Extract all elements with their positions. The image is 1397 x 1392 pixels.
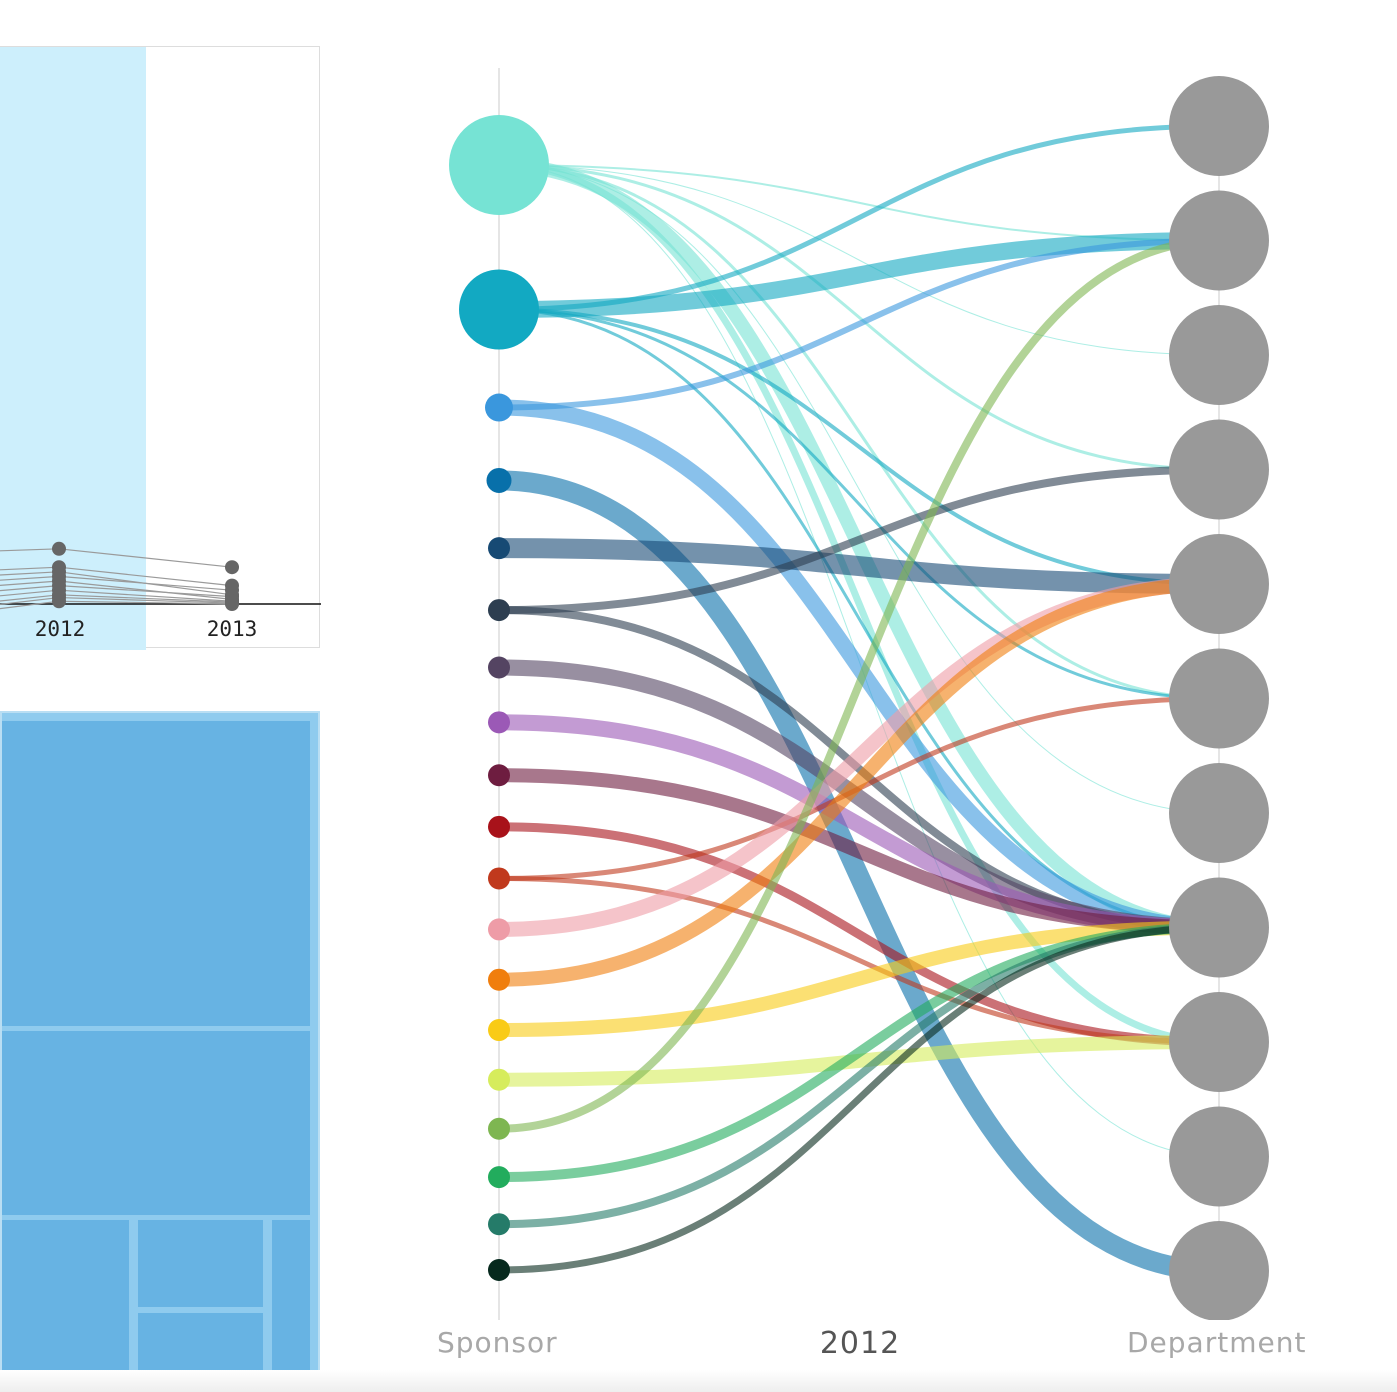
treemap-tile[interactable] xyxy=(2,1220,129,1375)
flow-link xyxy=(498,237,1220,411)
sponsor-axis-label: Sponsor xyxy=(437,1326,558,1359)
series-line xyxy=(58,589,233,602)
line-chart-panel: 2012 2013 xyxy=(0,46,321,650)
data-point-2012 xyxy=(52,594,66,609)
sponsor-node[interactable] xyxy=(488,764,510,787)
department-node[interactable] xyxy=(1169,1221,1269,1320)
series-line-left xyxy=(0,575,60,581)
department-node[interactable] xyxy=(1169,877,1269,978)
flow-link xyxy=(498,577,1220,987)
flow-link xyxy=(498,236,1220,1133)
sponsor-node[interactable] xyxy=(486,467,512,493)
series-line xyxy=(58,585,233,598)
sponsor-node[interactable] xyxy=(449,115,549,215)
series-line xyxy=(58,596,233,604)
series-line-left xyxy=(0,596,60,605)
flow-link xyxy=(498,164,1220,814)
sponsor-node[interactable] xyxy=(488,1213,510,1236)
sponsor-node[interactable] xyxy=(488,918,510,941)
series-line-left xyxy=(0,580,60,586)
treemap-tile[interactable] xyxy=(138,1313,263,1375)
flow-link xyxy=(498,875,1220,1045)
nodes-group xyxy=(449,76,1269,1320)
data-point-2013 xyxy=(225,560,239,575)
sponsor-node[interactable] xyxy=(488,1166,510,1189)
data-point-2012 xyxy=(52,541,66,556)
year-label-2013: 2013 xyxy=(206,617,258,641)
flow-link xyxy=(498,768,1220,935)
flow-link xyxy=(498,164,1220,356)
flow-link xyxy=(498,307,1220,586)
sponsor-node[interactable] xyxy=(488,656,510,679)
department-node[interactable] xyxy=(1169,763,1269,863)
flow-link xyxy=(498,399,1220,936)
links-group xyxy=(498,123,1220,1281)
flow-link xyxy=(498,163,1220,471)
series-line-left xyxy=(0,571,60,576)
flow-link xyxy=(498,158,1220,935)
treemap-tile[interactable] xyxy=(2,721,310,1026)
series-line xyxy=(58,580,233,600)
sponsor-node[interactable] xyxy=(488,1019,510,1042)
department-node[interactable] xyxy=(1169,534,1269,634)
department-node[interactable] xyxy=(1169,992,1269,1092)
flow-link xyxy=(498,163,1220,700)
flow-link xyxy=(498,470,1220,1281)
flow-link xyxy=(498,161,1220,1046)
department-node[interactable] xyxy=(1169,190,1269,291)
series-line-left xyxy=(0,600,60,610)
line-chart-svg xyxy=(0,541,321,611)
series-line-left xyxy=(0,566,60,571)
treemap-tile[interactable] xyxy=(138,1220,263,1307)
department-axis-label: Department xyxy=(1127,1326,1307,1359)
series-line xyxy=(58,566,233,587)
flow-link xyxy=(498,307,1220,700)
department-node[interactable] xyxy=(1169,76,1269,176)
series-line-left xyxy=(0,548,60,552)
series-line xyxy=(58,600,233,605)
series-line-left xyxy=(0,585,60,592)
flow-link xyxy=(498,465,1220,615)
year-title: 2012 xyxy=(819,1326,901,1361)
sponsor-node[interactable] xyxy=(488,537,510,560)
sponsor-node[interactable] xyxy=(488,1068,510,1091)
department-node[interactable] xyxy=(1169,1106,1269,1207)
series-line-left xyxy=(0,594,60,602)
bipartite-chart xyxy=(449,68,1269,1320)
sponsor-node[interactable] xyxy=(488,711,510,734)
year-label-2012: 2012 xyxy=(34,617,86,641)
sponsor-node[interactable] xyxy=(488,1259,510,1281)
department-node[interactable] xyxy=(1169,419,1269,520)
sponsor-node[interactable] xyxy=(488,815,510,838)
department-node[interactable] xyxy=(1169,648,1269,749)
sponsor-node[interactable] xyxy=(485,393,513,422)
treemap xyxy=(0,711,320,1385)
flow-link xyxy=(498,538,1220,594)
flow-link xyxy=(498,232,1220,318)
flow-link xyxy=(498,920,1220,1038)
sponsor-node[interactable] xyxy=(488,968,510,991)
data-point-2013 xyxy=(225,597,239,611)
sponsor-node[interactable] xyxy=(488,1117,510,1140)
treemap-tile[interactable] xyxy=(272,1220,310,1375)
department-node[interactable] xyxy=(1169,305,1269,405)
sponsor-node[interactable] xyxy=(488,867,510,890)
sponsor-node[interactable] xyxy=(459,269,539,350)
series-line xyxy=(58,594,233,603)
treemap-tile[interactable] xyxy=(2,1031,310,1215)
flow-link xyxy=(498,822,1220,1047)
series-line xyxy=(58,575,233,591)
flow-link xyxy=(498,924,1220,1274)
bottom-scroll-shade xyxy=(0,1370,1397,1392)
series-line xyxy=(58,548,233,568)
sponsor-node[interactable] xyxy=(488,599,510,622)
series-line-left xyxy=(0,589,60,597)
